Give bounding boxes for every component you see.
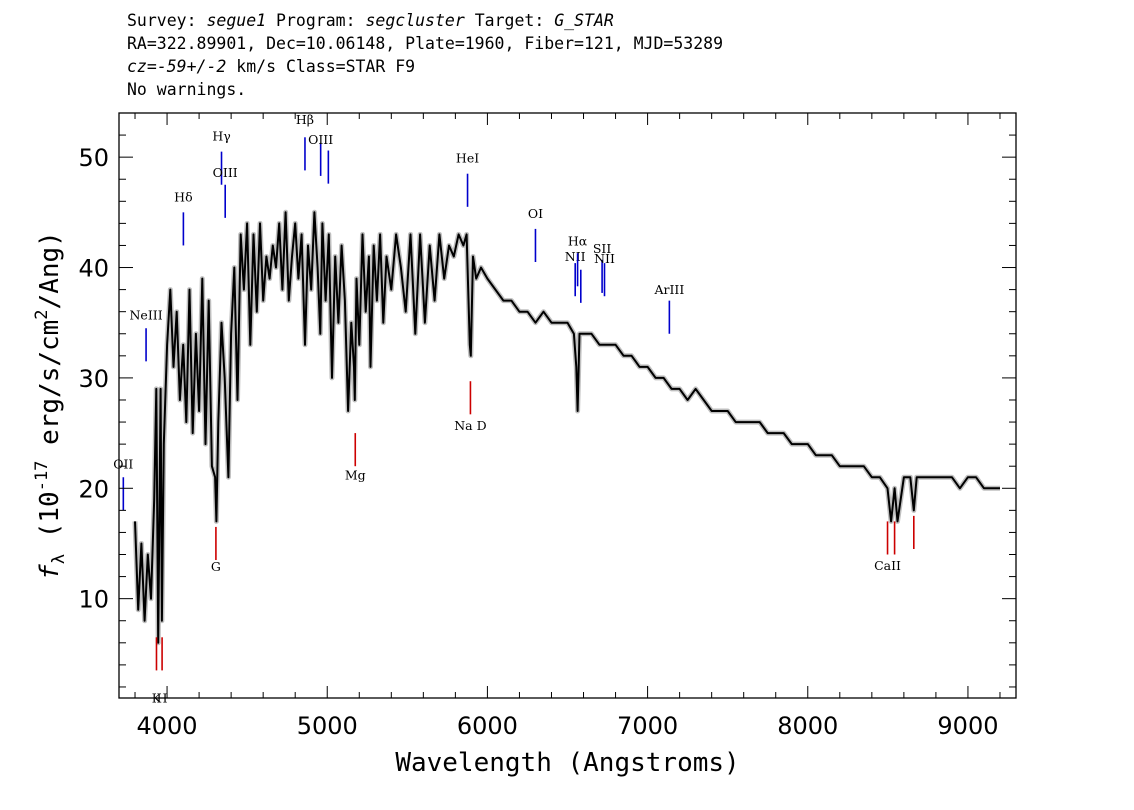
y-tick-label-1: 20	[78, 475, 109, 503]
y-axis-title: fλ (10-17 erg/s/cm2/Ang)	[32, 231, 69, 580]
absorption-line-label-3: Mg	[345, 467, 366, 482]
emission-line-label-1: NeIII	[129, 307, 162, 322]
x-tick-label-1: 5000	[297, 712, 358, 740]
spectrum-series	[134, 211, 1000, 644]
header-line-warnings: No warnings.	[127, 80, 247, 99]
plot-frame	[118, 112, 1017, 699]
axes: 4000 5000 6000 7000 8000 9000 10 20 30 40 50 Wavele…	[32, 112, 1017, 778]
x-tick-label-3: 7000	[617, 712, 678, 740]
emission-line-label-3: Hγ	[212, 129, 230, 144]
emission-line-label-10: NII	[565, 249, 586, 264]
survey-value: segue1	[206, 11, 267, 30]
spectrum-line	[134, 211, 1000, 644]
x-tick-label-5: 9000	[937, 712, 998, 740]
target-label: Target:	[474, 11, 545, 30]
emission-line-label-5: Hβ	[296, 112, 314, 127]
header-line-coordinates: RA=322.89901, Dec=10.06148, Plate=1960, …	[127, 34, 724, 53]
cz-label: cz=	[127, 57, 157, 76]
y-tick-label-3: 40	[78, 255, 109, 283]
emission-line-label-13: SII	[593, 241, 612, 256]
y-tick-label-0: 10	[78, 586, 109, 614]
emission-line-label-2: Hδ	[174, 189, 192, 204]
emission-line-label-14: NII	[594, 251, 615, 266]
emission-line-label-4: OIII	[213, 165, 238, 180]
emission-line-label-11: Hα	[568, 233, 588, 248]
y-tick-label-2: 30	[78, 365, 109, 393]
survey-label: Survey:	[127, 11, 197, 30]
program-value: segcluster	[365, 11, 465, 30]
absorption-line-label-5: CaII	[874, 558, 901, 573]
header-line-redshift: cz=-59+/-2 km/s Class=STAR F9	[127, 56, 415, 78]
line-markers: OIINeIIIHδHγOIIIHβOIIIHeIOINIIHαSIINIIAr…	[113, 112, 915, 705]
absorption-line-label-2: G	[211, 559, 221, 574]
emission-line-label-8: HeI	[456, 151, 479, 166]
emission-line-label-9: OI	[528, 206, 543, 221]
absorption-line-label-4: Na D	[454, 418, 486, 433]
x-tick-label-2: 6000	[457, 712, 518, 740]
program-label: Program:	[276, 11, 356, 30]
emission-line-label-15: ArIII	[653, 282, 684, 297]
target-value: G_STAR	[554, 11, 614, 30]
emission-line-label-0: OII	[113, 456, 133, 471]
emission-line-label-6: OIII	[308, 132, 333, 147]
x-tick-label-0: 4000	[137, 712, 198, 740]
header-line-survey: Survey: segue1 Program: segcluster Targe…	[127, 10, 614, 32]
cz-value: -59+/-2	[156, 57, 227, 76]
x-tick-label-4: 8000	[777, 712, 838, 740]
cz-class: km/s Class=STAR F9	[226, 57, 416, 76]
x-axis-title: Wavelength (Angstroms)	[395, 748, 739, 778]
y-tick-label-4: 50	[78, 144, 109, 172]
